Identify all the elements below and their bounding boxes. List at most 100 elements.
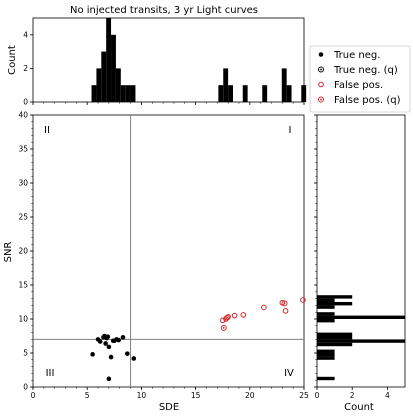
- top-histogram-bar: [223, 68, 229, 102]
- right-x-tick-label: 4: [385, 391, 390, 400]
- scatter-frame: [32, 114, 305, 388]
- legend-true-neg-marker: [318, 52, 324, 57]
- top-histogram-bar: [106, 18, 112, 102]
- false-pos-q-point: [281, 300, 288, 307]
- right-histogram-y-ticks: [314, 114, 317, 388]
- y-tick-label: 25: [18, 213, 28, 222]
- right-histogram-bar: [317, 332, 353, 336]
- right-histogram-bar: [317, 312, 335, 316]
- top-histogram-bar: [218, 85, 224, 102]
- legend-false-pos-label: False pos.: [334, 80, 383, 91]
- top-histogram-bar: [281, 68, 287, 102]
- false-pos-point: [219, 317, 226, 324]
- quadrant-III-label: III: [46, 368, 55, 379]
- legend-false-pos-q-marker: [318, 96, 324, 103]
- y-tick-label: 20: [18, 247, 28, 256]
- top-histogram-ylabel: Count: [7, 45, 18, 75]
- right-histogram-bar: [317, 349, 335, 353]
- true-neg-point: [108, 354, 114, 360]
- legend-false-pos: False pos.: [318, 80, 383, 91]
- true-neg-point: [125, 351, 130, 356]
- top-histogram: No injected transits, 3 yr Light curves …: [7, 5, 307, 107]
- legend-true-neg-q-label: True neg. (q): [333, 65, 398, 76]
- right-histogram-bar: [317, 353, 335, 357]
- true-neg-point: [90, 352, 95, 357]
- x-tick-label: 20: [245, 391, 255, 400]
- top-histogram-bar: [130, 85, 136, 102]
- false-pos-point: [300, 297, 306, 303]
- right-x-tick-label: 0: [315, 391, 320, 400]
- right-histogram-bars: [317, 295, 405, 381]
- right-histogram: 0 2 4 Count: [314, 114, 406, 413]
- threshold-lines: [33, 115, 304, 387]
- false-pos-point: [261, 304, 267, 311]
- top-histogram-bar: [228, 85, 233, 102]
- top-y-tick-label: 4: [23, 30, 28, 39]
- top-histogram-x-ticks: [32, 102, 305, 105]
- false-pos-q-point: [220, 324, 227, 331]
- scatter-points: [90, 297, 306, 382]
- true-neg-point: [95, 337, 101, 342]
- y-tick-label: 0: [23, 383, 28, 392]
- true-neg-point: [114, 337, 119, 342]
- x-tick-label: 0: [31, 391, 36, 400]
- legend-box: [309, 45, 411, 113]
- legend-false-pos-marker: [318, 81, 324, 88]
- true-neg-point: [106, 376, 112, 382]
- scatter-y-ticks: 0 5 10 15 20 25 30 35 40: [18, 111, 33, 392]
- x-tick-label: 10: [137, 391, 147, 400]
- true-neg-point: [120, 335, 126, 340]
- true-neg-point: [106, 344, 112, 350]
- top-histogram-bar: [242, 85, 248, 102]
- right-histogram-bar: [317, 342, 353, 347]
- true-neg-point: [103, 341, 108, 346]
- right-histogram-bar: [317, 336, 353, 340]
- legend-true-neg-q: True neg. (q): [318, 65, 398, 76]
- false-pos-point: [231, 312, 238, 319]
- top-histogram-bar: [125, 85, 131, 102]
- right-histogram-frame: [316, 114, 406, 388]
- chart-title: No injected transits, 3 yr Light curves: [70, 5, 258, 16]
- top-histogram-bar: [120, 85, 126, 102]
- y-tick-label: 40: [18, 111, 28, 120]
- quadrant-I-label: I: [289, 125, 292, 136]
- true-neg-point: [105, 334, 111, 339]
- legend: True neg. True neg. (q) False pos. False po…: [309, 45, 411, 113]
- right-histogram-bar: [317, 376, 335, 381]
- y-tick-label: 35: [18, 145, 28, 154]
- legend-true-neg: True neg.: [318, 50, 380, 61]
- legend-true-neg-q-marker: [318, 66, 324, 73]
- x-axis-label: SDE: [159, 402, 179, 413]
- right-histogram-xlabel: Count: [344, 402, 374, 413]
- quadrant-IV-label: IV: [284, 368, 294, 379]
- right-histogram-x-ticks: 0 2 4: [315, 387, 390, 400]
- legend-false-pos-q-label: False pos. (q): [334, 95, 401, 106]
- right-histogram-bar: [317, 298, 335, 302]
- false-pos-point: [240, 312, 247, 318]
- top-histogram-y-ticks: 0 2 4: [23, 30, 33, 107]
- top-y-tick-label: 2: [23, 64, 28, 73]
- legend-true-neg-label: True neg.: [333, 50, 380, 61]
- right-histogram-bar: [317, 319, 335, 323]
- right-histogram-bar: [317, 295, 353, 299]
- top-histogram-bar: [286, 85, 292, 102]
- top-histogram-bar: [91, 85, 97, 102]
- right-histogram-bar: [317, 315, 405, 319]
- y-tick-label: 30: [18, 179, 28, 188]
- quadrant-II-label: II: [44, 125, 50, 136]
- right-histogram-bar: [317, 339, 405, 343]
- y-tick-label: 10: [18, 315, 28, 324]
- y-tick-label: 15: [18, 281, 28, 290]
- y-axis-label: SNR: [3, 242, 14, 263]
- right-histogram-bar: [317, 356, 335, 360]
- top-histogram-bar: [115, 68, 121, 102]
- scatter-x-ticks: 0 5 10 15 20 25: [31, 387, 309, 400]
- y-tick-label: 5: [23, 349, 28, 358]
- top-histogram-bars: [91, 18, 307, 102]
- x-tick-label: 25: [299, 391, 309, 400]
- right-histogram-bar: [317, 302, 353, 306]
- top-histogram-bar: [96, 68, 102, 102]
- top-histogram-frame: [32, 17, 305, 103]
